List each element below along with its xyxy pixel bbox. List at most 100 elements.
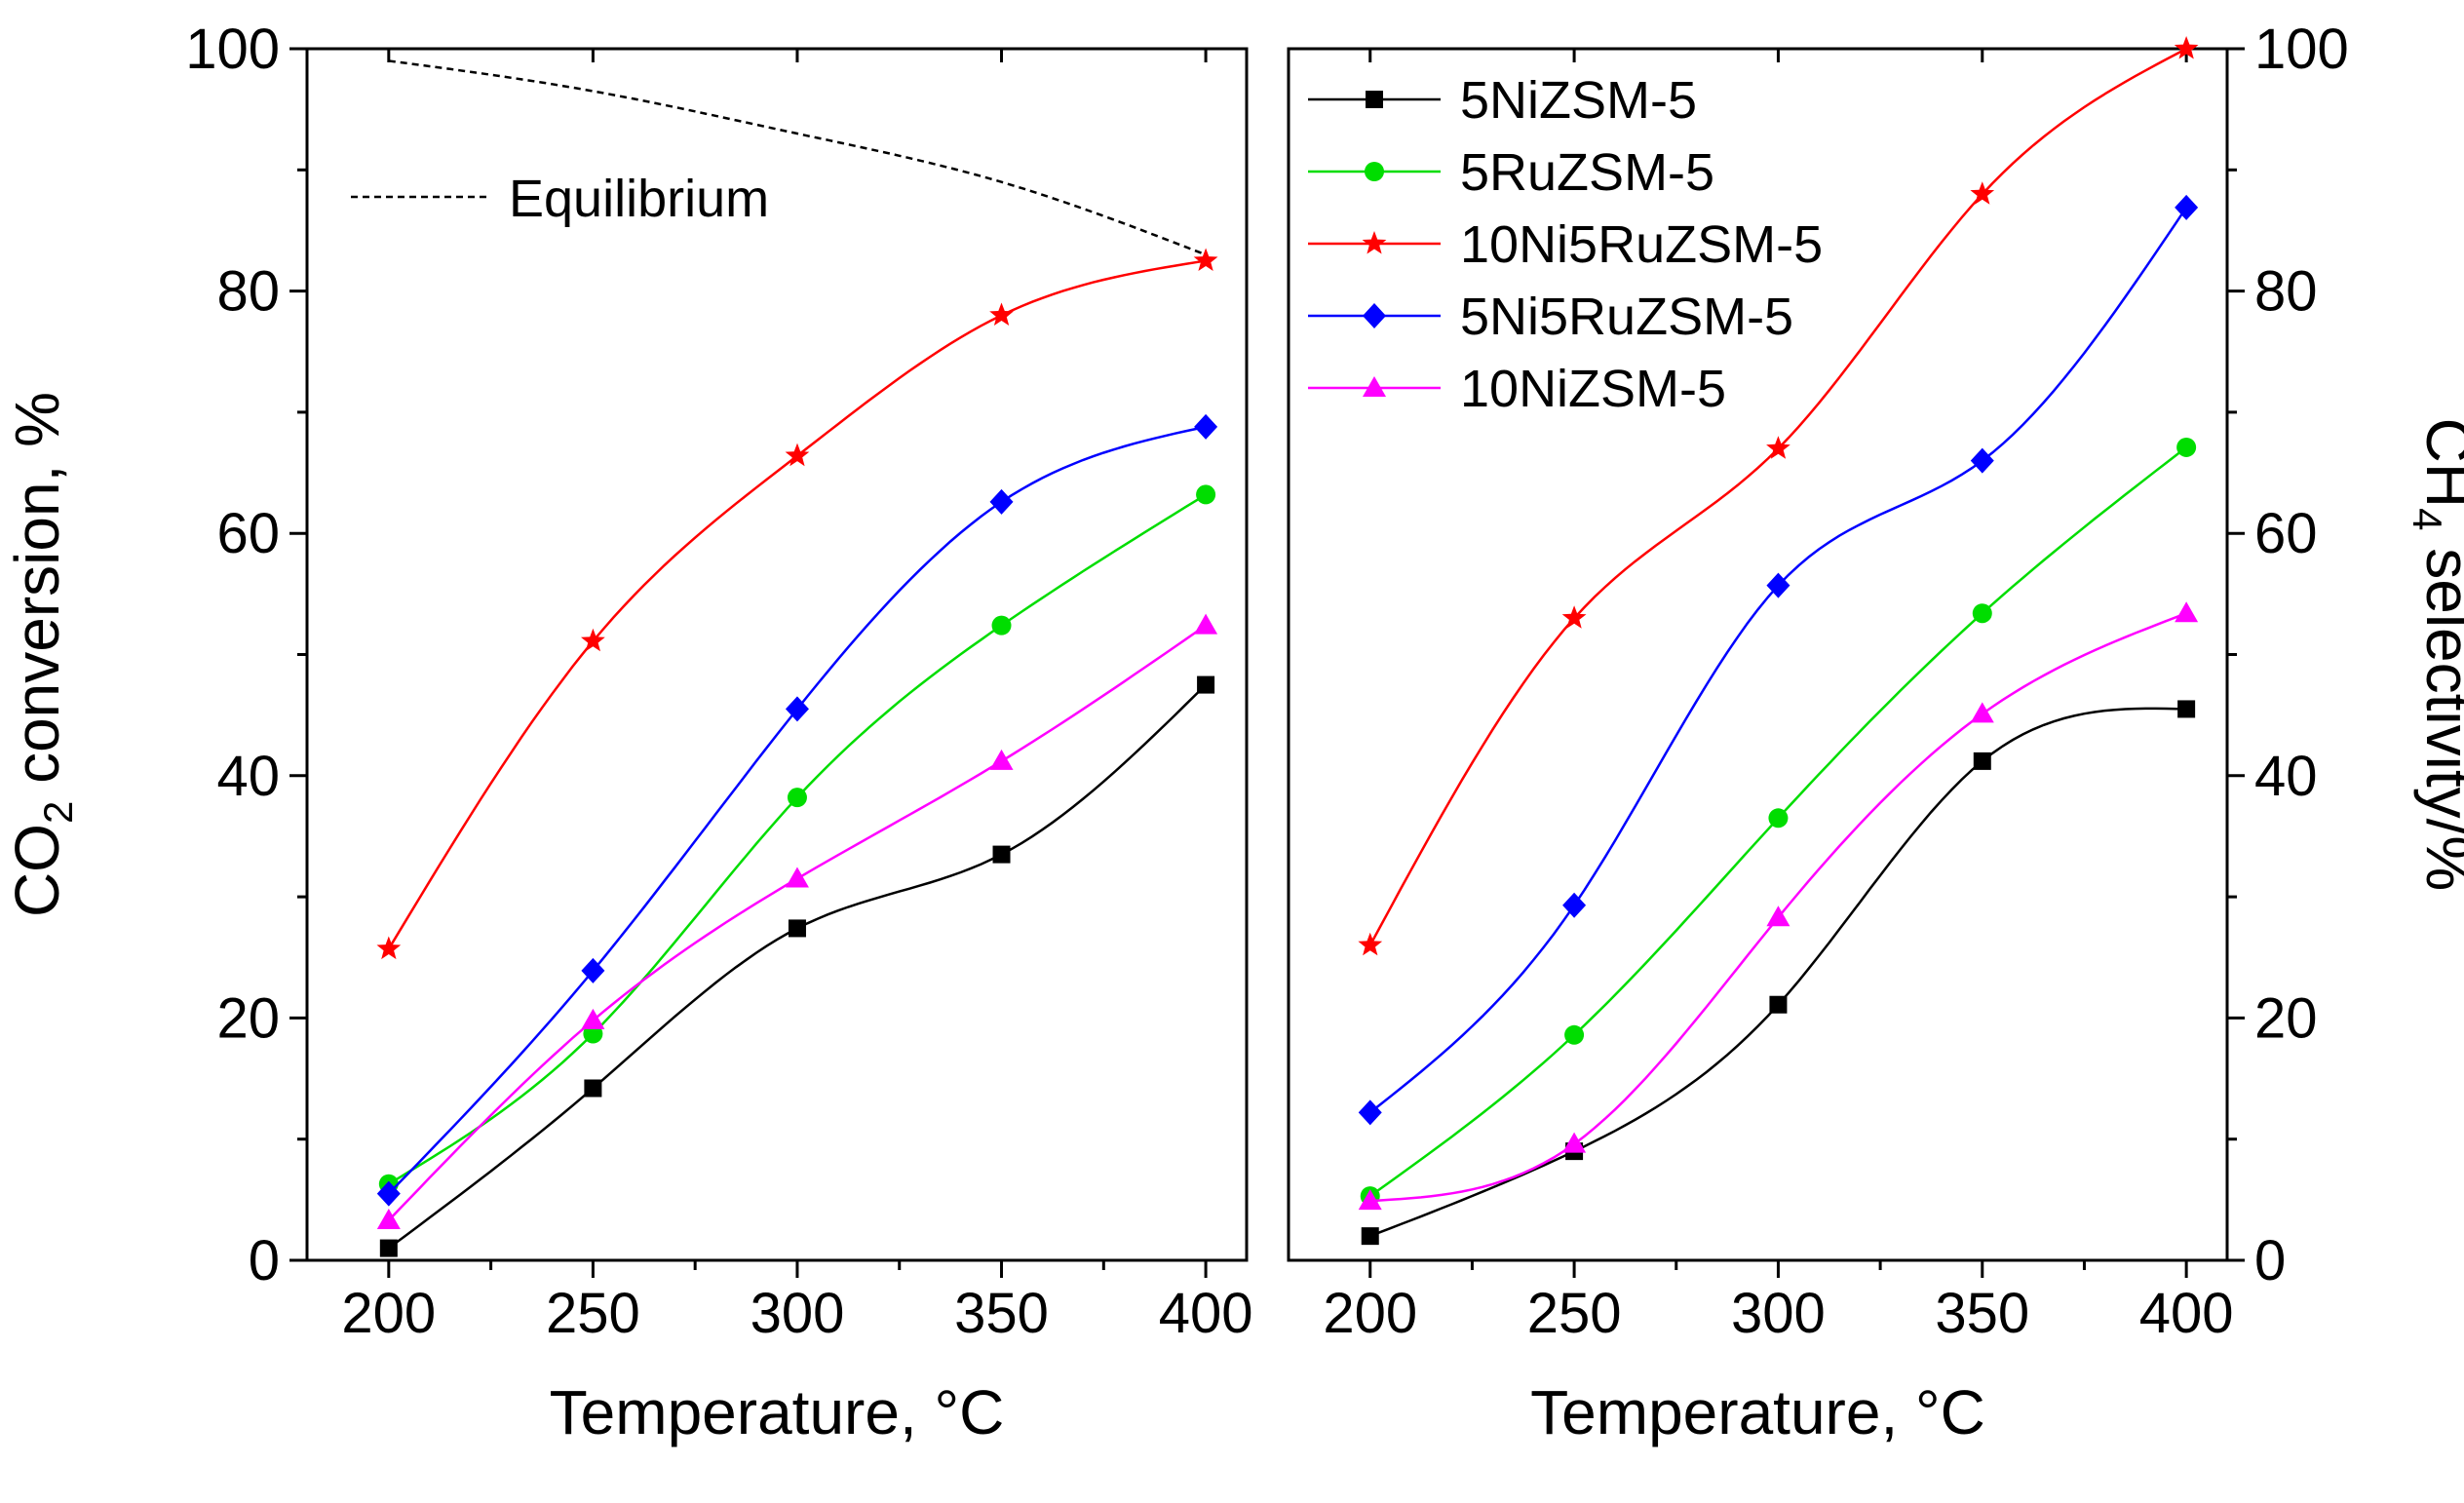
x-tick-label: 300 bbox=[1731, 1282, 1826, 1345]
equilibrium-line bbox=[388, 59, 1207, 256]
legend-label: 5RuZSM-5 bbox=[1460, 143, 1714, 202]
y-tick-label: 80 bbox=[2254, 260, 2318, 324]
x-tick-label: 400 bbox=[2139, 1282, 2234, 1345]
data-point bbox=[1194, 413, 1218, 440]
legend-marker bbox=[1363, 303, 1386, 328]
data-point bbox=[581, 628, 605, 652]
series-line bbox=[388, 493, 1207, 1185]
series-line bbox=[1369, 707, 2187, 1238]
series-10NiZSM-5 bbox=[1358, 601, 2199, 1211]
x-tick-label: 250 bbox=[546, 1282, 640, 1345]
y-label-main: CH bbox=[2413, 418, 2464, 508]
legend-marker bbox=[1366, 91, 1383, 108]
data-point bbox=[1972, 603, 1992, 624]
data-point bbox=[1562, 892, 1587, 918]
x-axis-label: Temperature, °C bbox=[550, 1377, 1005, 1447]
data-point bbox=[787, 788, 807, 808]
y-tick-label: 100 bbox=[2254, 18, 2349, 81]
data-point bbox=[788, 919, 806, 938]
data-point bbox=[989, 302, 1014, 326]
x-axis-label: Temperature, °C bbox=[1530, 1377, 1985, 1447]
y-axis: 0 20 40 60 80 100 bbox=[2227, 18, 2349, 1292]
y-tick-label: 20 bbox=[2254, 986, 2318, 1050]
y-tick-label: 60 bbox=[2254, 502, 2318, 565]
data-point bbox=[1194, 613, 1218, 635]
data-point bbox=[376, 1180, 401, 1207]
data-point bbox=[992, 845, 1011, 864]
data-point bbox=[2175, 194, 2199, 220]
data-point bbox=[1197, 675, 1215, 694]
data-point bbox=[376, 936, 402, 960]
data-point bbox=[1358, 1099, 1382, 1126]
data-point bbox=[1561, 605, 1587, 629]
x-tick-label: 300 bbox=[751, 1282, 845, 1345]
data-point bbox=[1766, 436, 1790, 459]
series-5NiZSM-5 bbox=[1361, 700, 2196, 1246]
data-point bbox=[2176, 437, 2197, 457]
y-axis-label: CO2 conversion, % bbox=[2, 392, 81, 917]
series-5NiZSM-5 bbox=[379, 675, 1215, 1257]
data-point bbox=[1766, 906, 1790, 927]
data-point bbox=[1361, 1227, 1379, 1246]
series-10Ni5RuZSM-5 bbox=[1358, 36, 2199, 956]
series-5RuZSM-5 bbox=[378, 484, 1216, 1194]
legend: 5NiZSM-5 5RuZSM-5 10Ni5RuZSM-5 5Ni5RuZSM-5 1… bbox=[1308, 71, 1823, 418]
legend-marker bbox=[1362, 231, 1387, 254]
data-point bbox=[1358, 932, 1383, 956]
x-tick-label: 350 bbox=[1935, 1282, 2029, 1345]
y-axis-label: CH4 selectivity/% bbox=[2405, 418, 2464, 892]
x-tick-label: 200 bbox=[341, 1282, 436, 1345]
y-tick-label: 0 bbox=[249, 1229, 280, 1292]
data-point bbox=[2174, 36, 2199, 59]
legend-label: 10Ni5RuZSM-5 bbox=[1460, 215, 1823, 274]
series-line bbox=[388, 683, 1207, 1250]
data-point bbox=[379, 1239, 398, 1257]
data-point bbox=[991, 615, 1012, 636]
y-label-main: CO bbox=[2, 824, 72, 917]
data-point bbox=[1193, 248, 1218, 271]
x-tick-label: 250 bbox=[1527, 1282, 1622, 1345]
y-tick-label: 100 bbox=[185, 18, 280, 81]
series-10NiZSM-5 bbox=[376, 613, 1218, 1229]
legend-label: 10NiZSM-5 bbox=[1460, 360, 1726, 418]
y-tick-label: 80 bbox=[216, 260, 280, 324]
data-point bbox=[785, 696, 809, 722]
data-point bbox=[989, 488, 1014, 515]
series-10Ni5RuZSM-5 bbox=[376, 248, 1218, 960]
y-label-rest: conversion, % bbox=[2, 392, 72, 801]
y-tick-label: 60 bbox=[216, 502, 280, 565]
y-label-rest: selectivity/% bbox=[2413, 530, 2464, 891]
panel-selectivity: 200 250 300 350 400 Temperature, °C 0 20 40 60 80 1… bbox=[1287, 18, 2464, 1447]
equilibrium-annotation: Equilibrium bbox=[509, 170, 769, 228]
legend-label: 5NiZSM-5 bbox=[1460, 71, 1697, 130]
data-point bbox=[1358, 1189, 1382, 1211]
series-5Ni5RuZSM-5 bbox=[1358, 194, 2199, 1126]
series-line bbox=[387, 425, 1207, 1195]
plot-frame bbox=[305, 47, 1249, 1262]
y-tick-label: 0 bbox=[2254, 1229, 2286, 1292]
data-point bbox=[2175, 601, 2199, 623]
series-5RuZSM-5 bbox=[1360, 437, 2197, 1207]
data-point bbox=[785, 443, 810, 467]
data-point bbox=[1562, 1132, 1587, 1153]
data-point bbox=[1768, 808, 1789, 829]
x-tick-label: 400 bbox=[1159, 1282, 1253, 1345]
y-tick-label: 40 bbox=[2254, 745, 2318, 808]
data-point bbox=[2177, 700, 2196, 718]
legend-marker bbox=[1365, 162, 1384, 181]
series-5Ni5RuZSM-5 bbox=[376, 413, 1218, 1207]
y-tick-label: 40 bbox=[216, 745, 280, 808]
y-tick-label: 20 bbox=[216, 986, 280, 1050]
series-line bbox=[387, 259, 1207, 950]
legend-label: 5Ni5RuZSM-5 bbox=[1460, 288, 1793, 346]
data-point bbox=[581, 957, 605, 983]
data-point bbox=[785, 867, 809, 888]
y-axis: 0 20 40 60 80 100 bbox=[185, 18, 307, 1292]
data-point bbox=[1564, 1024, 1585, 1045]
data-point bbox=[1970, 181, 1995, 205]
data-point bbox=[1970, 702, 1994, 723]
x-tick-label: 200 bbox=[1323, 1282, 1417, 1345]
data-point bbox=[581, 1008, 605, 1029]
data-point bbox=[584, 1079, 602, 1098]
